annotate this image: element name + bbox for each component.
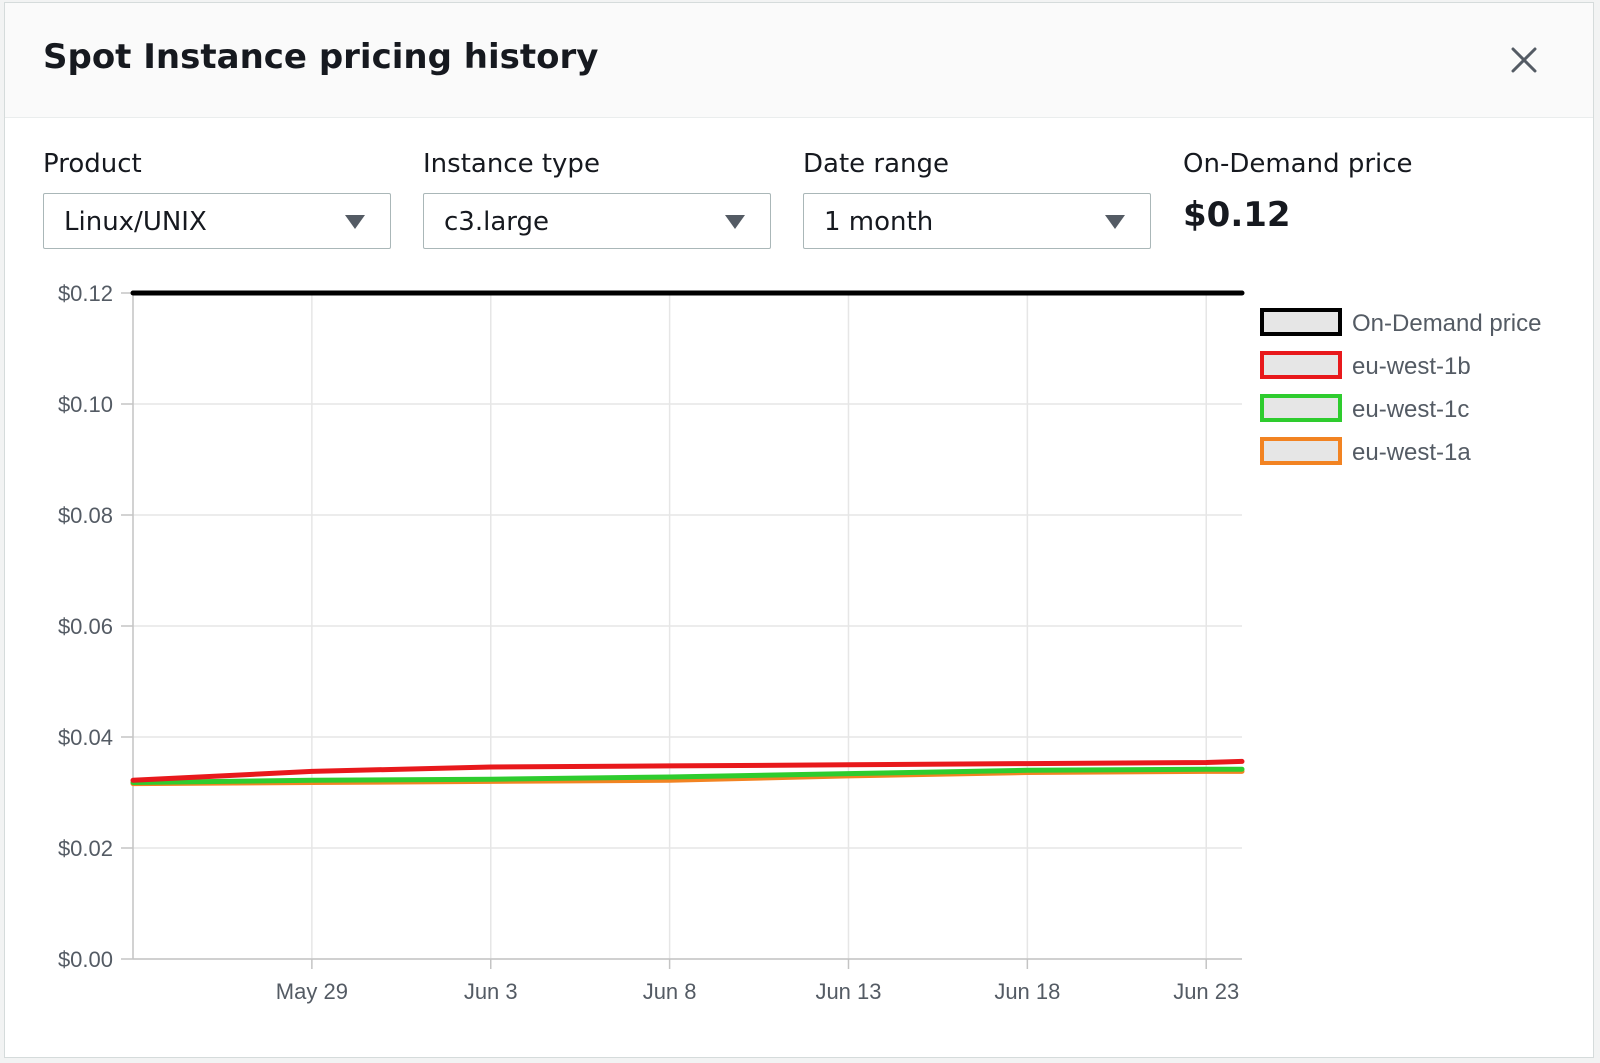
product-select-value: Linux/UNIX <box>64 207 207 237</box>
legend-label: eu-west-1c <box>1352 396 1469 423</box>
series-line-eu-west-1c <box>130 766 1245 785</box>
legend-swatch <box>1260 437 1342 465</box>
legend-swatch <box>1260 308 1342 336</box>
caret-down-icon <box>725 215 745 229</box>
y-tick-label: $0.12 <box>58 281 113 306</box>
caret-down-icon <box>345 215 365 229</box>
pricing-history-dialog: Spot Instance pricing history Product Li… <box>4 2 1594 1058</box>
legend-label: eu-west-1a <box>1352 439 1471 466</box>
close-button[interactable] <box>1505 41 1543 79</box>
dialog-title: Spot Instance pricing history <box>43 37 599 77</box>
legend-item: eu-west-1b <box>1260 351 1471 380</box>
instance-type-select-value: c3.large <box>444 207 549 237</box>
legend-item: eu-west-1c <box>1260 394 1469 423</box>
y-tick-label: $0.08 <box>58 503 113 528</box>
instance-type-select[interactable]: c3.large <box>423 193 771 249</box>
legend-swatch <box>1260 394 1342 422</box>
product-label: Product <box>43 149 142 179</box>
x-tick-label: Jun 23 <box>1173 979 1239 1004</box>
y-tick-label: $0.06 <box>58 614 113 639</box>
on-demand-price-label: On-Demand price <box>1183 149 1413 179</box>
x-tick-label: Jun 8 <box>643 979 697 1004</box>
on-demand-price-value: $0.12 <box>1183 195 1291 235</box>
x-tick-label: Jun 18 <box>994 979 1060 1004</box>
y-tick-label: $0.02 <box>58 836 113 861</box>
date-range-select[interactable]: 1 month <box>803 193 1151 249</box>
legend-label: eu-west-1b <box>1352 353 1471 380</box>
legend-item: eu-west-1a <box>1260 437 1471 466</box>
x-tick-label: Jun 13 <box>815 979 881 1004</box>
legend-swatch <box>1260 351 1342 379</box>
legend-item: On-Demand price <box>1260 308 1541 337</box>
series-line-eu-west-1b <box>130 758 1245 783</box>
legend-label: On-Demand price <box>1352 310 1541 337</box>
instance-type-label: Instance type <box>423 149 600 179</box>
dialog-header: Spot Instance pricing history <box>5 3 1593 118</box>
y-tick-label: $0.04 <box>58 725 113 750</box>
x-tick-label: May 29 <box>276 979 348 1004</box>
product-select[interactable]: Linux/UNIX <box>43 193 391 249</box>
date-range-select-value: 1 month <box>824 207 934 237</box>
close-icon <box>1511 47 1537 73</box>
y-tick-label: $0.10 <box>58 392 113 417</box>
x-tick-label: Jun 3 <box>464 979 518 1004</box>
caret-down-icon <box>1105 215 1125 229</box>
date-range-label: Date range <box>803 149 950 179</box>
y-tick-label: $0.00 <box>58 947 113 972</box>
